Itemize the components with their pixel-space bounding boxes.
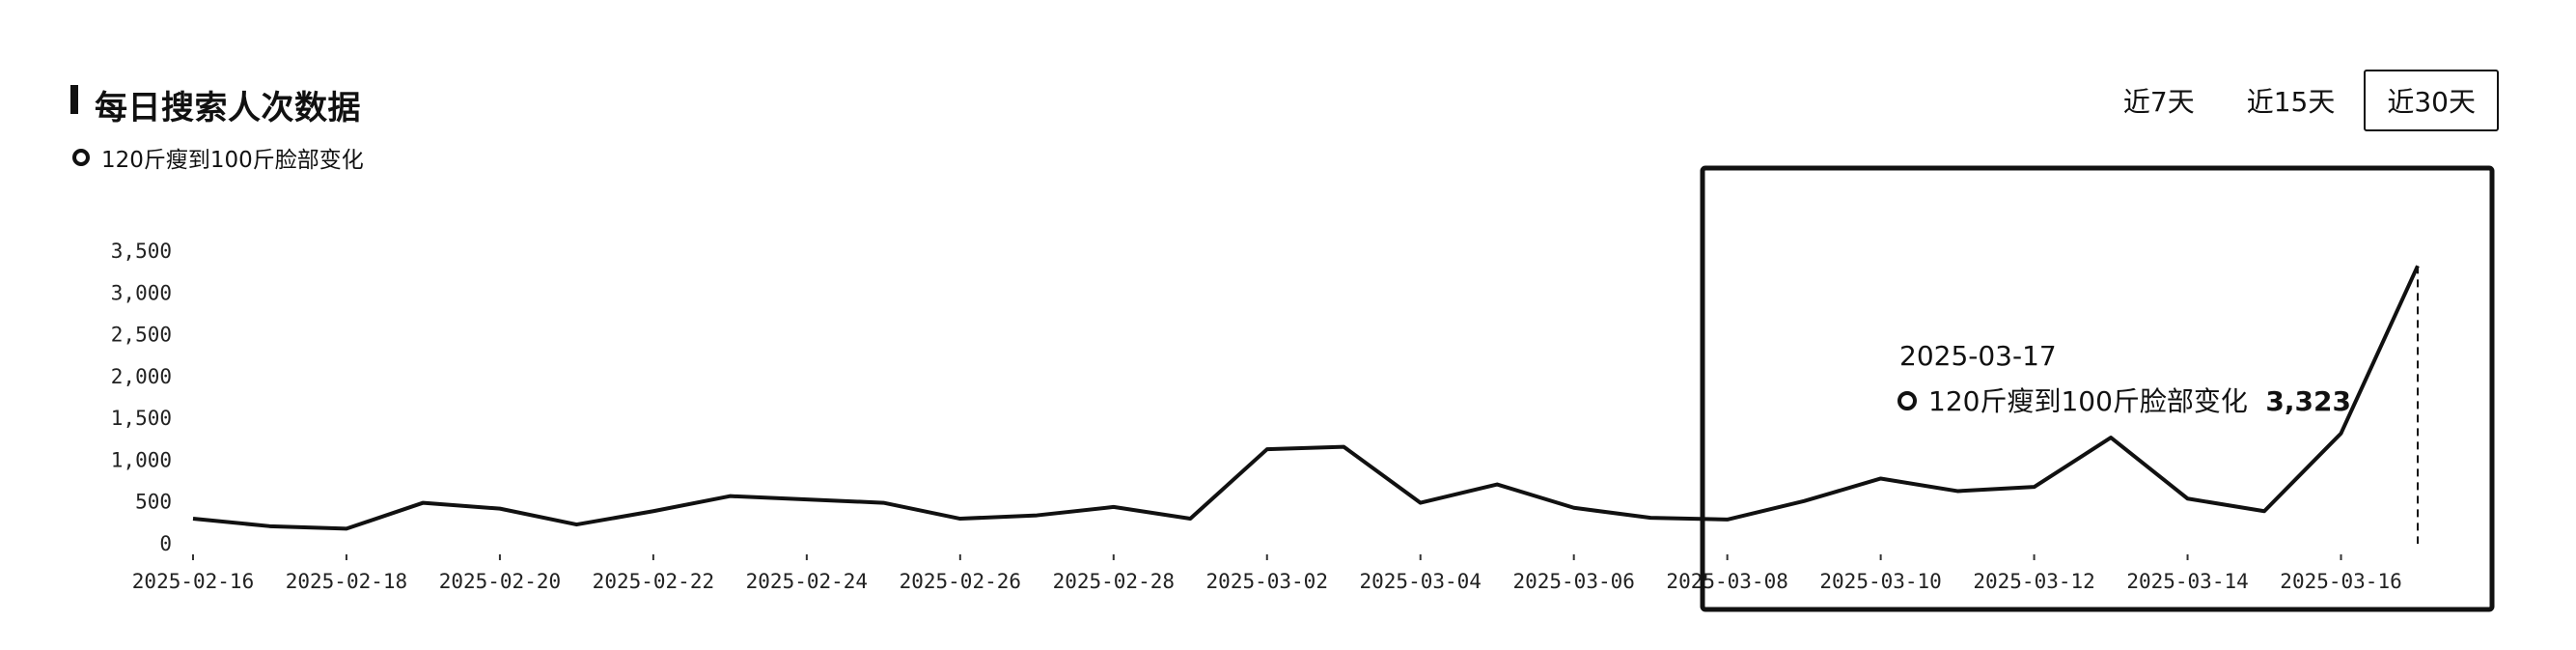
range-tabs: 近7天 近15天 近30天 bbox=[2094, 70, 2499, 131]
x-tick-label: 2025-02-18 bbox=[286, 570, 407, 593]
y-tick-label: 3,500 bbox=[111, 240, 172, 263]
range-tab-30d[interactable]: 近30天 bbox=[2364, 70, 2499, 131]
y-tick-label: 2,000 bbox=[111, 365, 172, 388]
series-layer bbox=[192, 265, 2420, 531]
y-tick-label: 1,000 bbox=[111, 448, 172, 471]
range-tab-7d[interactable]: 近7天 bbox=[2122, 86, 2195, 118]
y-tick-label: 0 bbox=[159, 532, 172, 555]
x-tick-label: 2025-03-04 bbox=[1360, 570, 1482, 593]
x-tick-label: 2025-02-22 bbox=[593, 570, 714, 593]
x-tick-label: 2025-02-24 bbox=[746, 570, 868, 593]
tooltip-value: 3,323 bbox=[2265, 385, 2351, 417]
x-tick-label: 2025-02-16 bbox=[132, 570, 254, 593]
x-tick-label: 2025-03-10 bbox=[1819, 570, 1941, 593]
x-tick-label: 2025-03-16 bbox=[2280, 570, 2401, 593]
tooltip-date: 2025-03-17 bbox=[1899, 340, 2057, 372]
y-tick-label: 3,000 bbox=[111, 281, 172, 304]
y-axis: 0 500 1,000 1,500 2,000 2,500 3,000 3,500 bbox=[111, 240, 172, 555]
x-tick-label: 2025-02-20 bbox=[439, 570, 561, 593]
x-tick-label: 2025-02-26 bbox=[900, 570, 1021, 593]
series-line bbox=[192, 265, 2420, 531]
legend-marker-icon bbox=[72, 149, 90, 166]
legend[interactable]: 120斤瘦到100斤脸部变化 bbox=[72, 141, 364, 174]
y-tick-label: 2,500 bbox=[111, 324, 172, 347]
range-tab-15d[interactable]: 近15天 bbox=[2246, 86, 2336, 118]
x-tick-label: 2025-03-02 bbox=[1206, 570, 1328, 593]
focus-frame bbox=[1700, 165, 2495, 612]
tooltip: 2025-03-17 120斤瘦到100斤脸部变化 3,323 bbox=[1897, 340, 2351, 417]
x-axis: 2025-02-16 2025-02-18 2025-02-20 2025-02-22… bbox=[132, 554, 2402, 593]
x-tick-label: 2025-03-14 bbox=[2126, 570, 2248, 593]
chart-title: 每日搜索人次数据 bbox=[95, 89, 361, 127]
tooltip-marker-icon bbox=[1897, 391, 1917, 410]
tooltip-series-label: 120斤瘦到100斤脸部变化 bbox=[1928, 385, 2248, 417]
y-tick-label: 500 bbox=[135, 491, 172, 514]
legend-label: 120斤瘦到100斤脸部变化 bbox=[101, 148, 364, 173]
y-tick-label: 1,500 bbox=[111, 407, 172, 430]
x-tick-label: 2025-03-06 bbox=[1512, 570, 1634, 593]
x-tick-label: 2025-03-08 bbox=[1666, 570, 1787, 593]
x-tick-label: 2025-02-28 bbox=[1053, 570, 1175, 593]
x-tick-label: 2025-03-12 bbox=[1973, 570, 2094, 593]
title-accent-bar bbox=[70, 85, 78, 114]
